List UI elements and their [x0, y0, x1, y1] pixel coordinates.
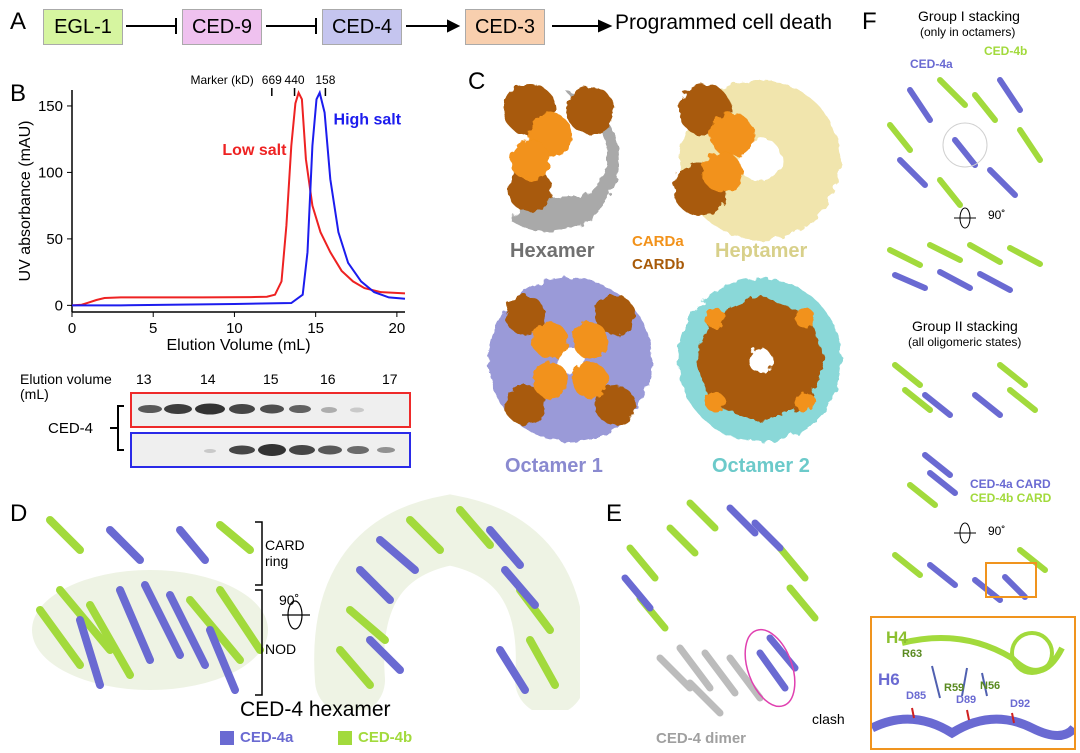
gel-protein-label: CED-4 — [48, 420, 94, 437]
gel-unit: (mL) — [20, 386, 49, 402]
y-tick-label: 100 — [38, 164, 63, 181]
inset-cartoon — [872, 631, 1074, 740]
group2-zoom-box — [985, 562, 1037, 598]
panel-label-c: C — [468, 68, 486, 95]
panel-label-a: A — [10, 8, 27, 35]
legend-ced4a-label: CED-4a — [240, 729, 294, 746]
panel-label-b: B — [10, 80, 27, 107]
interface-inset: H4 R63 H6 D85 R59 N56 D89 D92 — [870, 616, 1076, 750]
hexamer-cartoon — [32, 494, 580, 710]
rotation-label-d: 90˚ — [279, 592, 300, 608]
gel-title: Elution volume — [20, 371, 112, 387]
elution-chart: 0 5 10 15 20 0 50 100 150 Elution Volume (mL) UV a… — [17, 73, 406, 354]
octamer2-map — [678, 278, 842, 442]
series-line-high-salt — [72, 89, 406, 307]
gel-high-salt — [130, 432, 411, 468]
rotation-icon — [282, 600, 310, 630]
ced3-node: CED-3 — [465, 9, 545, 45]
marker-label: 440 — [285, 73, 305, 87]
y-axis-label: UV absorbance (mAU) — [17, 121, 34, 282]
fraction-17: 17 — [382, 371, 398, 387]
pathway-arrows — [126, 18, 613, 34]
group1-subtitle: (only in octamers) — [920, 25, 1016, 39]
group2-subtitle: (all oligomeric states) — [908, 335, 1022, 349]
inset-r63-label: R63 — [902, 648, 923, 660]
carda-label: CARDa — [632, 233, 684, 250]
x-axis-label: Elution Volume (mL) — [166, 337, 310, 354]
oligomer-maps — [488, 80, 842, 442]
x-tick-label: 20 — [389, 320, 406, 337]
group2-card-a-label: CED-4a CARD — [970, 477, 1051, 491]
arrow-head-1 — [447, 19, 461, 33]
ced9-node: CED-9 — [182, 9, 262, 45]
hexamer-label: Hexamer — [510, 240, 595, 262]
arrow-head-2 — [598, 19, 613, 33]
marker-label: 158 — [315, 73, 335, 87]
group1-rotation-label: 90˚ — [988, 208, 1006, 222]
inset-h6-label: H6 — [878, 670, 900, 689]
group1-side-view — [887, 242, 1043, 293]
outcome-label: Programmed cell death — [615, 11, 833, 34]
inset-d89-label: D89 — [956, 694, 977, 706]
group2-stack-cartoon — [892, 362, 1048, 603]
card-ring-bracket — [255, 521, 263, 586]
group1-ced4a-label: CED-4a — [910, 57, 953, 71]
panel-label-d: D — [10, 500, 28, 527]
cardb-label: CARDb — [632, 256, 685, 273]
y-tick-label: 0 — [55, 297, 63, 314]
x-tick-label: 15 — [307, 320, 324, 337]
x-tick-label: 5 — [149, 320, 157, 337]
card-ring-label: CARD — [265, 537, 305, 553]
hexamer-side-view — [314, 494, 580, 710]
octamer2-label: Octamer 2 — [712, 455, 810, 477]
egl1-node: EGL-1 — [43, 9, 123, 45]
legend-low-salt: Low salt — [222, 142, 287, 159]
fraction-14: 14 — [200, 371, 216, 387]
y-tick-label: 150 — [38, 98, 63, 115]
x-tick-label: 0 — [68, 320, 76, 337]
gel-low-salt — [130, 392, 411, 428]
fraction-15: 15 — [263, 371, 279, 387]
inset-d92-label: D92 — [1010, 698, 1031, 710]
gel-bracket — [110, 405, 124, 451]
group1-ced4b-label: CED-4b — [984, 44, 1028, 58]
series-line-low-salt — [71, 90, 406, 307]
inset-d85-label: D85 — [906, 690, 927, 702]
group2-title: Group II stacking — [912, 318, 1018, 334]
legend-ced4b-label: CED-4b — [358, 729, 413, 746]
hexamer-map — [504, 84, 619, 233]
nod-bracket — [255, 589, 263, 696]
y-tick-label: 50 — [46, 231, 63, 248]
fraction-16: 16 — [320, 371, 336, 387]
dimer-label: CED-4 dimer — [656, 730, 747, 747]
marker-label: 669 — [262, 73, 282, 87]
ced4-node: CED-4 — [322, 9, 402, 45]
heptamer-map — [674, 80, 840, 240]
group1-stack-cartoon — [887, 77, 1043, 293]
legend-ced4a-swatch — [220, 731, 234, 745]
dimer-clash-cartoon — [621, 499, 819, 717]
legend-ced4b-swatch — [338, 731, 352, 745]
group2-rotation-label: 90˚ — [988, 524, 1006, 538]
octamer1-map — [488, 278, 652, 442]
legend-high-salt: High salt — [334, 112, 402, 129]
inset-r59-label: R59 — [944, 682, 965, 694]
panel-label-f: F — [862, 8, 877, 35]
hexamer-front-view — [32, 516, 268, 694]
inset-h4-label: H4 — [886, 628, 908, 647]
group1-title: Group I stacking — [918, 8, 1020, 24]
clash-label: clash — [812, 711, 845, 727]
nod-label: NOD — [265, 641, 297, 657]
card-ring-label-2: ring — [265, 553, 289, 569]
hexamer-title: CED-4 hexamer — [240, 698, 391, 721]
inset-n56-label: N56 — [980, 680, 1001, 692]
panel-label-e: E — [606, 500, 623, 527]
heptamer-label: Heptamer — [715, 240, 808, 262]
x-tick-label: 10 — [226, 320, 243, 337]
clash-ellipse — [744, 628, 796, 708]
fraction-13: 13 — [136, 371, 152, 387]
marker-title: Marker (kD) — [190, 73, 253, 87]
group2-card-b-label: CED-4b CARD — [970, 491, 1052, 505]
octamer1-label: Octamer 1 — [505, 455, 603, 477]
